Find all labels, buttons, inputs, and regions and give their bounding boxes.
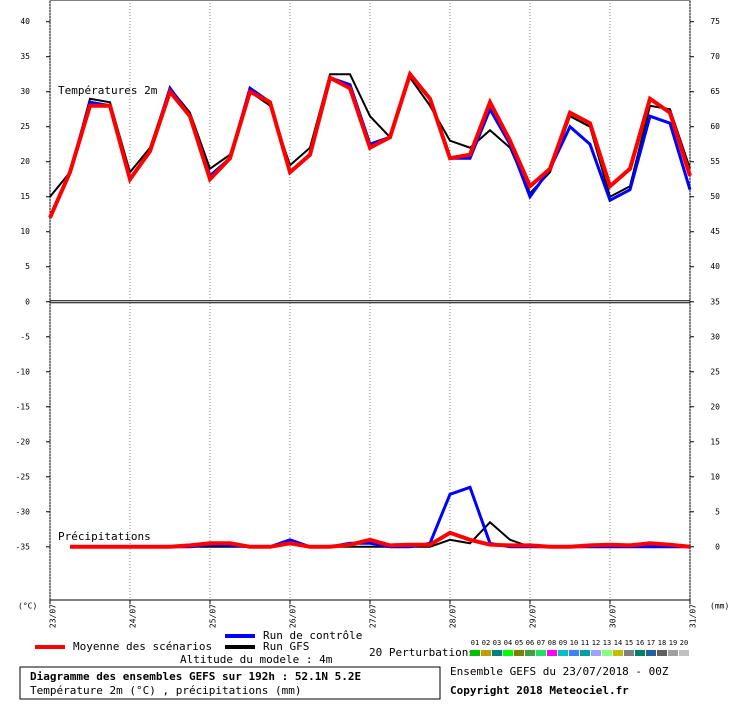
perturbation-swatch <box>558 650 568 656</box>
perturbation-swatch <box>635 650 645 656</box>
chart-title: Diagramme des ensembles GEFS sur 192h : … <box>30 670 361 683</box>
y2-tick-label: 10 <box>710 472 720 481</box>
perturbation-swatch <box>668 650 678 656</box>
perturbation-label: 14 <box>614 639 622 647</box>
y2-tick-label: 75 <box>710 17 720 26</box>
perturbation-label: 09 <box>559 639 567 647</box>
perturbation-label: 03 <box>493 639 501 647</box>
x-tick-label: 25/07 <box>209 604 218 628</box>
perturbation-label: 20 <box>680 639 688 647</box>
y2-tick-label: 45 <box>710 227 720 236</box>
perturbation-swatch <box>547 650 557 656</box>
y2-tick-label: 20 <box>710 402 720 411</box>
y-tick-label: -10 <box>16 367 31 376</box>
perturbation-swatch <box>470 650 480 656</box>
perturbation-swatch <box>602 650 612 656</box>
y2-tick-label: 30 <box>710 332 720 341</box>
perturbation-label: 08 <box>548 639 556 647</box>
y2-tick-label: 15 <box>710 437 720 446</box>
x-tick-label: 27/07 <box>369 604 378 628</box>
perturbation-swatch <box>481 650 491 656</box>
y-tick-label: 35 <box>20 52 30 61</box>
legend-label: Run GFS <box>263 640 309 653</box>
chart-subtitle: Température 2m (°C) , précipitations (mm… <box>30 684 302 697</box>
perturbation-label: 04 <box>504 639 512 647</box>
y2-tick-label: 55 <box>710 157 720 166</box>
perturbation-label: 11 <box>581 639 589 647</box>
perturbation-label: 16 <box>636 639 644 647</box>
perturbation-swatch <box>646 650 656 656</box>
title-box <box>19 666 441 700</box>
perturbation-label: 01 <box>471 639 479 647</box>
y-tick-label: 5 <box>25 262 30 271</box>
perturbation-label: 13 <box>603 639 611 647</box>
perturbation-swatch <box>679 650 689 656</box>
y2-axis-label: (mm) <box>710 602 729 611</box>
perturbation-label: 05 <box>515 639 523 647</box>
perturbation-swatch <box>492 650 502 656</box>
legend-label: Run de contrôle <box>263 629 362 642</box>
y-tick-label: -25 <box>16 472 31 481</box>
y2-tick-label: 0 <box>715 542 720 551</box>
y2-tick-label: 50 <box>710 192 720 201</box>
y2-tick-label: 40 <box>710 262 720 271</box>
y-tick-label: 40 <box>20 17 30 26</box>
y-tick-label: -35 <box>16 542 31 551</box>
y-tick-label: 25 <box>20 122 30 131</box>
perturbation-swatch <box>591 650 601 656</box>
perturbation-label: 18 <box>658 639 666 647</box>
perturbation-label: 06 <box>526 639 534 647</box>
y-tick-label: -15 <box>16 402 31 411</box>
y2-tick-label: 25 <box>710 367 720 376</box>
y-tick-label: 10 <box>20 227 30 236</box>
y-tick-label: 0 <box>25 297 30 306</box>
precip-label: Précipitations <box>58 530 151 543</box>
perturbation-label: 12 <box>592 639 600 647</box>
series-line <box>70 530 691 549</box>
perturbation-label: 15 <box>625 639 633 647</box>
perturbation-swatch <box>536 650 546 656</box>
temp-label: Températures 2m <box>58 84 158 97</box>
y2-tick-label: 35 <box>710 297 720 306</box>
perturbation-swatch <box>613 650 623 656</box>
perturbation-swatch <box>624 650 634 656</box>
copyright: Copyright 2018 Meteociel.fr <box>450 684 629 697</box>
x-tick-label: 31/07 <box>689 604 698 628</box>
y-tick-label: 20 <box>20 157 30 166</box>
perturbation-swatch <box>503 650 513 656</box>
y2-tick-label: 5 <box>715 507 720 516</box>
y-tick-label: -30 <box>16 507 31 516</box>
altitude: Altitude du modele : 4m <box>180 653 333 666</box>
perturbation-swatch <box>514 650 524 656</box>
y2-tick-label: 70 <box>710 52 720 61</box>
x-tick-label: 29/07 <box>529 604 538 628</box>
y-axis-label: (°C) <box>18 602 37 611</box>
perturbation-label: 19 <box>669 639 677 647</box>
series-line <box>48 70 692 219</box>
y-tick-label: -5 <box>20 332 30 341</box>
x-tick-label: 28/07 <box>449 604 458 628</box>
x-tick-label: 26/07 <box>289 604 298 628</box>
y2-tick-label: 65 <box>710 87 720 96</box>
x-tick-label: 23/07 <box>49 604 58 628</box>
y-tick-label: 30 <box>20 87 30 96</box>
legend-label: Moyenne des scénarios <box>73 640 212 653</box>
x-tick-label: 30/07 <box>609 604 618 628</box>
perturbation-swatch <box>580 650 590 656</box>
series-line <box>70 485 690 549</box>
perturbation-label: 07 <box>537 639 545 647</box>
run-info: Ensemble GEFS du 23/07/2018 - 00Z <box>450 665 669 678</box>
perturbation-title: 20 Perturbations <box>369 646 475 659</box>
perturbation-swatch <box>525 650 535 656</box>
x-tick-label: 24/07 <box>129 604 138 628</box>
perturbation-label: 17 <box>647 639 655 647</box>
y-tick-label: 15 <box>20 192 30 201</box>
perturbation-label: 02 <box>482 639 490 647</box>
perturbation-swatch <box>569 650 579 656</box>
perturbation-label: 10 <box>570 639 578 647</box>
perturbation-swatch <box>657 650 667 656</box>
y2-tick-label: 60 <box>710 122 720 131</box>
y-tick-label: -20 <box>16 437 31 446</box>
